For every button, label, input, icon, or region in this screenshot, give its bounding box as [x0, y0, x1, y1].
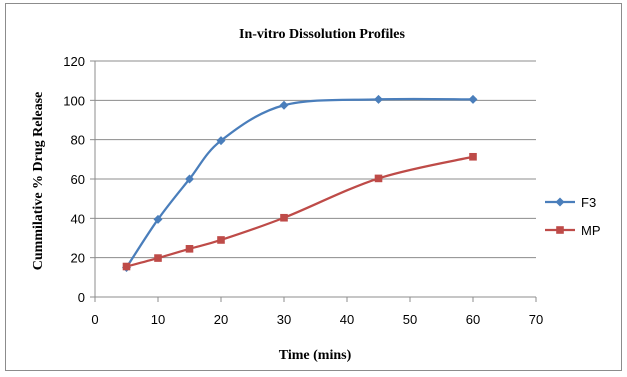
x-tick-label: 70 [529, 312, 543, 327]
axes [90, 60, 537, 302]
y-tick-label: 20 [71, 251, 85, 266]
series-f3 [122, 94, 478, 272]
data-point [185, 245, 194, 253]
data-point [280, 213, 288, 222]
y-tick-label: 80 [71, 133, 85, 148]
data-point [217, 236, 225, 244]
x-tick-label: 10 [151, 312, 165, 327]
dissolution-chart: In-vitro Dissolution Profiles 0 20 40 60 80 1… [31, 27, 601, 363]
legend: F3 MP [545, 195, 601, 238]
legend-item-f3: F3 [545, 195, 596, 210]
x-axis-label: Time (mins) [279, 348, 352, 363]
series-mp [122, 152, 477, 271]
data-point [374, 94, 383, 104]
x-tick-label: 30 [277, 312, 291, 327]
legend-marker [555, 197, 565, 207]
x-tick-label: 50 [403, 312, 417, 327]
y-axis-label: Cummilative % Drug Release [31, 92, 46, 270]
y-tick-label: 120 [63, 54, 85, 69]
x-tick-label: 20 [214, 312, 228, 327]
data-point [279, 100, 289, 110]
chart-title: In-vitro Dissolution Profiles [239, 27, 405, 42]
legend-label: F3 [581, 195, 596, 210]
legend-label: MP [581, 223, 601, 238]
y-tick-label: 0 [78, 290, 85, 305]
y-tick-label: 40 [71, 211, 85, 226]
y-tick-label: 60 [71, 172, 85, 187]
tick-labels: 0 20 40 60 80 100 120 0 10 20 30 40 50 60 70 [63, 54, 543, 327]
x-tick-label: 40 [340, 312, 354, 327]
data-point [469, 152, 477, 161]
x-tick-label: 60 [466, 312, 480, 327]
data-point [468, 94, 478, 104]
series-line [126, 155, 474, 268]
legend-marker [556, 226, 564, 234]
chart-frame: In-vitro Dissolution Profiles 0 20 40 60 80 1… [5, 3, 622, 371]
data-point [185, 174, 194, 184]
legend-item-mp: MP [545, 223, 601, 238]
data-point [154, 254, 162, 262]
series-lines [122, 94, 478, 272]
y-tick-label: 100 [63, 93, 85, 108]
data-point [122, 262, 131, 271]
data-point [216, 136, 226, 146]
series-line [125, 97, 474, 269]
data-point [153, 214, 163, 224]
x-tick-label: 0 [91, 312, 98, 327]
data-point [374, 174, 383, 183]
